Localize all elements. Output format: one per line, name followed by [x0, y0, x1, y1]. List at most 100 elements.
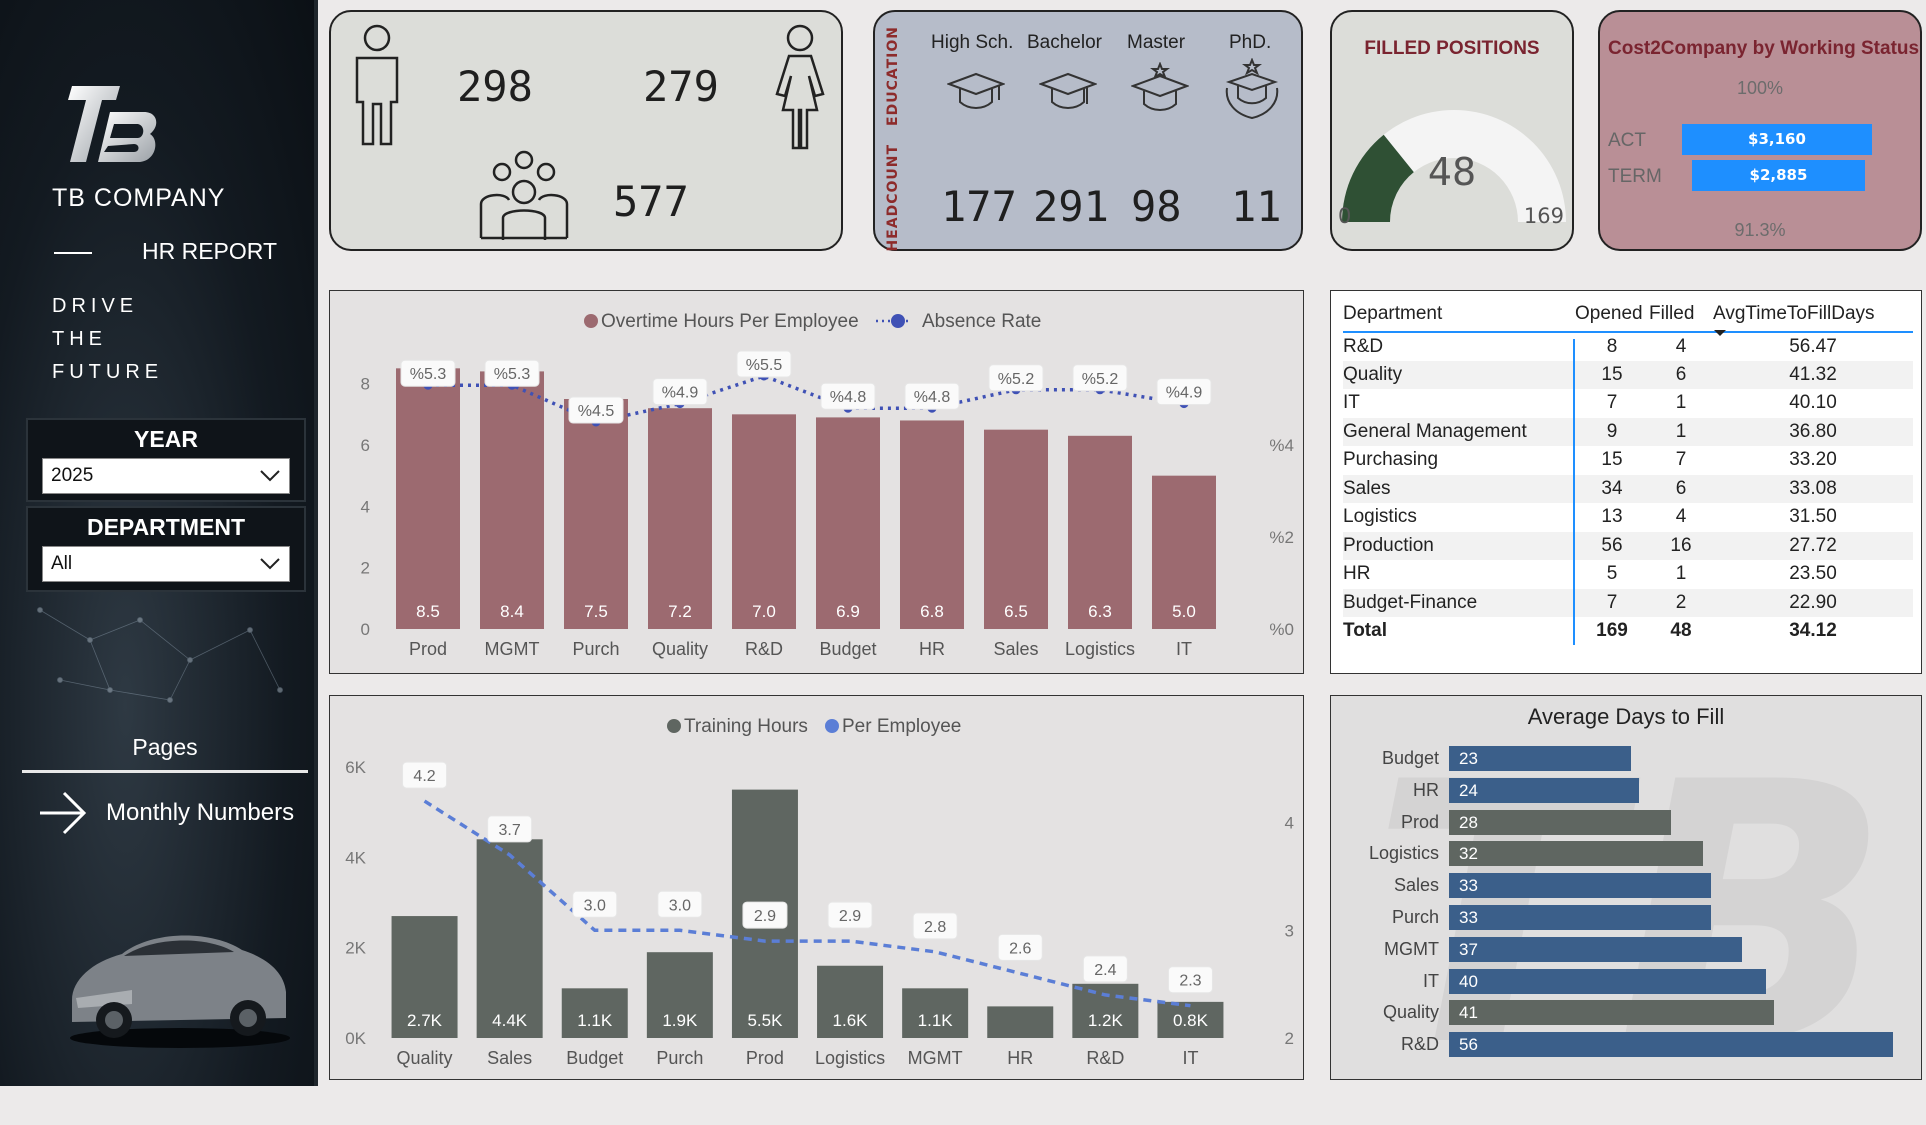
cell-opened: 13 — [1601, 506, 1623, 528]
average-days-to-fill-chart: TB Average Days to Fill Budget23HR24Prod… — [1330, 695, 1922, 1096]
cell-filled: 1 — [1675, 563, 1687, 585]
cost-bar-act: $3,160 — [1682, 124, 1872, 155]
department-dropdown[interactable]: All — [42, 546, 290, 582]
overtime-absence-chart: Overtime Hours Per Employee Absence Rate 0… — [329, 290, 1304, 674]
bar — [732, 414, 796, 629]
bar-value-label: 1.6K — [833, 1011, 869, 1030]
line-label-box — [997, 933, 1043, 961]
monthly-numbers-link[interactable]: Monthly Numbers — [38, 790, 294, 836]
bar-value-label: 6.5 — [1004, 602, 1028, 621]
bar-value-label: 7.5 — [584, 602, 608, 621]
bar — [816, 417, 880, 629]
line-label-box — [572, 890, 618, 918]
x-tick-label: MGMT — [908, 1048, 963, 1068]
col-avg-time[interactable]: AvgTimeToFillDays — [1713, 291, 1913, 336]
bar — [902, 988, 969, 1038]
bar — [900, 420, 964, 629]
col-department[interactable]: Department — [1343, 303, 1443, 324]
avg-days-bar: 33 — [1449, 905, 1711, 930]
gauge-track — [1342, 110, 1566, 222]
male-icon — [355, 24, 399, 146]
table-row[interactable]: R&D 8 4 56.47 — [1343, 332, 1913, 361]
cost-top-pct: 100% — [1736, 78, 1784, 98]
line-label-box — [742, 901, 788, 929]
chart-legend: Overtime Hours Per Employee Absence Rate — [584, 311, 1041, 332]
total-count: 577 — [613, 177, 689, 226]
cell-avg-time: 23.50 — [1789, 563, 1837, 585]
line-label-box — [1072, 364, 1128, 392]
table-row[interactable]: Sales 34 6 33.08 — [1343, 474, 1913, 503]
network-decoration-icon — [37, 607, 283, 703]
legend-line-marker-icon — [891, 314, 905, 328]
line-label-box — [1156, 378, 1212, 406]
cell-department: Quality — [1343, 360, 1575, 389]
table-row[interactable]: General Management 9 1 36.80 — [1343, 417, 1913, 446]
y-tick-label: 4K — [345, 848, 366, 867]
graduation-cap-star-icon — [1131, 62, 1189, 111]
avg-days-bar: 33 — [1449, 873, 1711, 899]
table-row[interactable]: HR 5 1 23.50 — [1343, 560, 1913, 589]
avg-days-bar: 24 — [1449, 777, 1639, 803]
x-tick-label: Sales — [993, 639, 1038, 659]
line-value-label: %4.9 — [1166, 385, 1203, 402]
line-value-label: 3.7 — [499, 822, 521, 839]
bar — [1152, 475, 1216, 629]
year-label: YEAR — [134, 426, 198, 452]
cell-opened: 7 — [1575, 588, 1649, 617]
bar — [476, 839, 543, 1038]
edu-count: 177 — [941, 182, 1017, 231]
cell-department: IT — [1343, 392, 1360, 414]
col-filled[interactable]: Filled — [1649, 303, 1695, 324]
training-hours-svg: Training Hours Per Employee 0K 2K 4K 6K 2 3 4 2.7… — [345, 716, 1294, 1068]
line-value-label: %4.8 — [830, 389, 867, 406]
x-tick-label: Logistics — [815, 1048, 885, 1068]
report-title: HR REPORT — [142, 238, 278, 264]
graduation-cap-icon — [947, 72, 1005, 109]
cell-opened: 34 — [1575, 474, 1649, 503]
bar — [1157, 1001, 1224, 1038]
avg-days-category: R&D — [1400, 1034, 1439, 1055]
department-value: All — [51, 553, 73, 574]
table-row[interactable]: Budget-Finance 7 2 22.90 — [1343, 588, 1913, 617]
cell-filled: 48 — [1670, 620, 1692, 642]
legend-label: Absence Rate — [922, 311, 1041, 332]
avg-days-category: HR — [1413, 779, 1439, 800]
line-label-box — [1082, 955, 1128, 983]
table-total-row[interactable]: Total 169 48 34.12 — [1343, 617, 1913, 646]
bar — [1072, 983, 1139, 1038]
cell-filled: 6 — [1649, 474, 1713, 503]
cell-opened: 5 — [1606, 563, 1618, 585]
table-row[interactable]: Quality 15 6 41.32 — [1343, 360, 1913, 389]
headcount-side-label: HEADCOUNT — [885, 144, 901, 252]
table-row[interactable]: Logistics 13 4 31.50 — [1343, 503, 1913, 532]
table-row[interactable]: Purchasing 15 7 33.20 — [1343, 446, 1913, 475]
table-row[interactable]: IT 7 1 40.10 — [1343, 389, 1913, 418]
legend-label: Overtime Hours Per Employee — [601, 311, 859, 332]
bar — [1068, 435, 1132, 629]
chart-legend: Training Hours Per Employee — [667, 716, 961, 737]
cell-department: Production — [1343, 531, 1575, 560]
line-label-box — [484, 359, 540, 387]
bar — [391, 916, 458, 1038]
tagline-line: DRIVE — [52, 295, 139, 317]
tagline-line: FUTURE — [52, 361, 164, 383]
cell-avg-time: 22.90 — [1713, 588, 1913, 617]
cell-department: Purchasing — [1343, 449, 1439, 471]
bar-value-label: 7.2 — [668, 602, 692, 621]
department-positions-table: Department Opened Filled AvgTimeToFillDa… — [1330, 290, 1922, 674]
bar — [984, 429, 1048, 629]
cell-avg-time: 36.80 — [1713, 417, 1913, 446]
gauge-fill — [1342, 134, 1414, 222]
avg-days-bar: 40 — [1449, 968, 1766, 994]
bar — [396, 368, 460, 629]
filled-positions-card: FILLED POSITIONS 48 0 169 — [1330, 10, 1574, 251]
table-row[interactable]: Production 56 16 27.72 — [1343, 531, 1913, 560]
col-opened[interactable]: Opened — [1575, 303, 1643, 324]
avg-days-category: Logistics — [1368, 843, 1439, 864]
cell-avg-time: 34.12 — [1789, 620, 1837, 642]
cell-filled: 4 — [1675, 335, 1687, 357]
year-dropdown[interactable]: 2025 — [42, 458, 290, 494]
bar-value-label: 6.8 — [920, 602, 944, 621]
line-value-label: 2.9 — [839, 908, 861, 925]
x-tick-label: Sales — [487, 1048, 532, 1068]
